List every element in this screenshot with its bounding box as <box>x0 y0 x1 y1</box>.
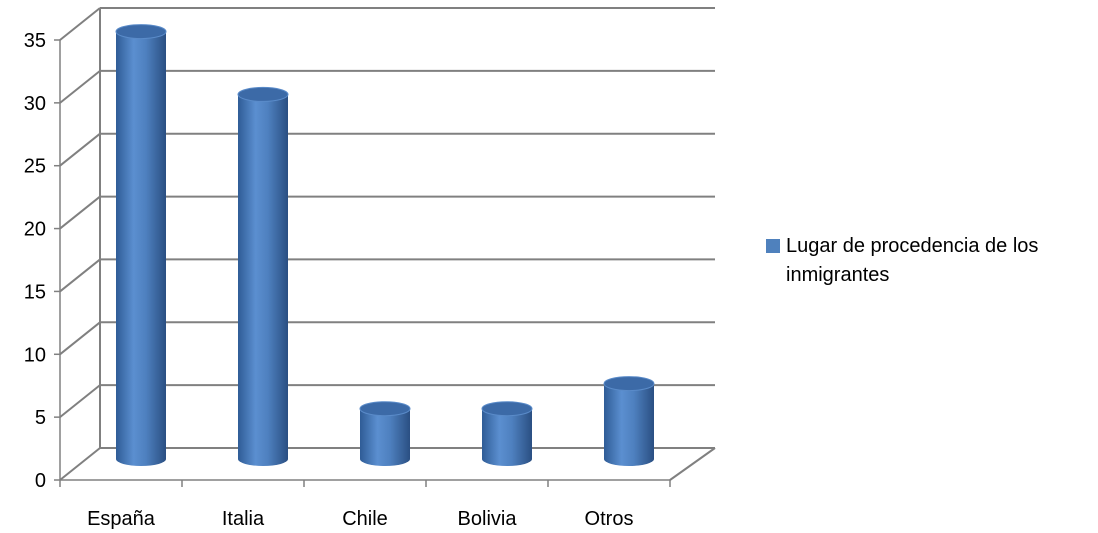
gridline-depth-25 <box>59 132 101 167</box>
x-label-Bolivia: Bolivia <box>458 508 518 530</box>
y-tick-label-30: 30 <box>24 93 46 115</box>
x-axis-labels: España Italia Chile Bolivia Otros <box>59 480 671 530</box>
bar-top-cap <box>237 86 289 102</box>
bar-body <box>238 94 288 466</box>
gridline-depth-10 <box>59 321 101 356</box>
gridlines <box>59 7 716 481</box>
y-tick-label-0: 0 <box>35 470 46 492</box>
bar-Otros <box>603 376 655 466</box>
bar-top-cap <box>359 401 411 417</box>
bar-Chile <box>359 401 411 466</box>
x-label-Chile: Chile <box>342 508 388 530</box>
bar-top-cap <box>481 401 533 417</box>
bar-top-cap <box>115 24 167 40</box>
bar-body <box>604 383 654 466</box>
bars <box>115 24 655 466</box>
x-label-Otros: Otros <box>585 508 634 530</box>
bar-body <box>360 408 410 466</box>
legend-label: Lugar de procedencia de los inmigrantes <box>786 235 1039 286</box>
y-tick-label-25: 25 <box>24 156 46 178</box>
bar-body <box>116 31 166 466</box>
bar-top-cap <box>603 376 655 392</box>
x-label-España: España <box>87 508 156 530</box>
legend-swatch <box>766 239 780 253</box>
gridline-depth-20 <box>59 195 101 230</box>
y-tick-label-20: 20 <box>24 219 46 241</box>
gridline-depth-35 <box>59 7 101 41</box>
bar-Italia <box>237 86 289 466</box>
gridline-depth-30 <box>59 70 101 104</box>
bar-Bolivia <box>481 401 533 466</box>
bar-body <box>482 408 532 466</box>
y-tick-label-15: 15 <box>24 281 46 303</box>
y-axis-ticks: 0 5 10 15 20 25 30 35 <box>24 30 60 492</box>
y-tick-label-5: 5 <box>35 407 46 429</box>
gridline-depth-0 <box>59 447 101 481</box>
gridline-depth-15 <box>59 258 101 293</box>
bar-España <box>115 24 167 466</box>
y-tick-label-10: 10 <box>24 344 46 366</box>
floor-right-edge <box>669 447 716 481</box>
y-tick-label-35: 35 <box>24 30 46 52</box>
gridline-depth-5 <box>59 384 101 418</box>
x-label-Italia: Italia <box>222 508 265 530</box>
